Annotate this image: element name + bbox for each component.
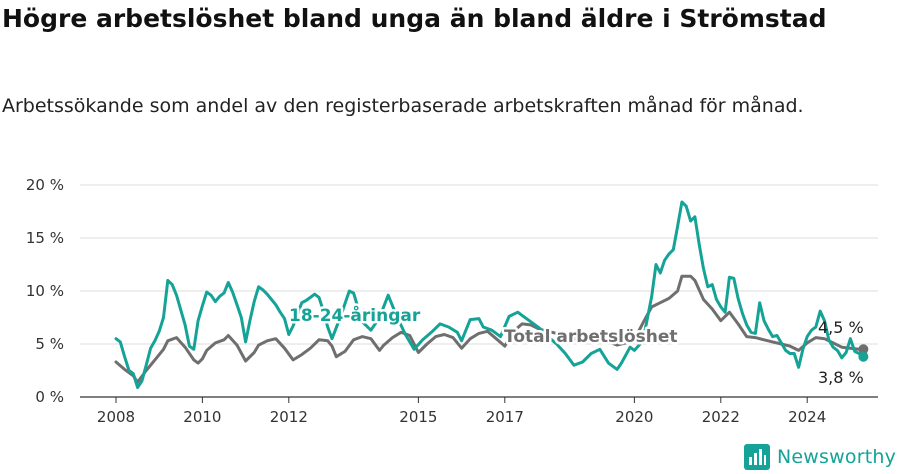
x-tick-label: 2017 <box>486 408 524 426</box>
x-tick-label: 2022 <box>702 408 740 426</box>
x-tick-label: 2012 <box>270 408 308 426</box>
series-label-youth: 18-24-åringar <box>289 304 421 326</box>
y-tick-label: 10 % <box>26 282 64 300</box>
x-axis: 2008 2010 2012 2015 2017 2020 2022 2024 <box>97 397 826 426</box>
end-markers <box>858 344 869 362</box>
end-label-total: 4,5 % <box>818 318 864 337</box>
series-lines <box>114 200 865 389</box>
end-label-youth: 3,8 % <box>818 368 864 387</box>
y-tick-label: 0 % <box>35 388 64 406</box>
series-line-youth <box>114 200 865 389</box>
end-dot-youth <box>858 351 869 362</box>
end-dot-total <box>858 344 869 355</box>
x-tick-label: 2024 <box>788 408 826 426</box>
series-label-total: Total arbetslöshet <box>504 327 678 347</box>
y-tick-label: 5 % <box>35 335 64 353</box>
x-tick-label: 2008 <box>97 408 135 426</box>
y-tick-labels: 0 % 5 % 10 % 15 % 20 % <box>26 176 64 406</box>
logo-text: Newsworthy <box>777 446 897 468</box>
y-tick-label: 15 % <box>26 229 64 247</box>
y-tick-label: 20 % <box>26 176 64 194</box>
x-tick-label: 2010 <box>183 408 221 426</box>
page-subtitle: Arbetssökande som andel av den registerb… <box>2 95 804 117</box>
newsworthy-bar-icon <box>744 444 770 470</box>
newsworthy-logo: Newsworthy <box>744 442 896 472</box>
page-title: Högre arbetslöshet bland unga än bland ä… <box>2 4 827 33</box>
x-tick-label: 2020 <box>615 408 653 426</box>
grid-lines <box>80 184 878 398</box>
x-tick-label: 2015 <box>399 408 437 426</box>
series-labels: 18-24-åringar Total arbetslöshet <box>287 302 681 350</box>
series-line-total <box>114 274 865 384</box>
